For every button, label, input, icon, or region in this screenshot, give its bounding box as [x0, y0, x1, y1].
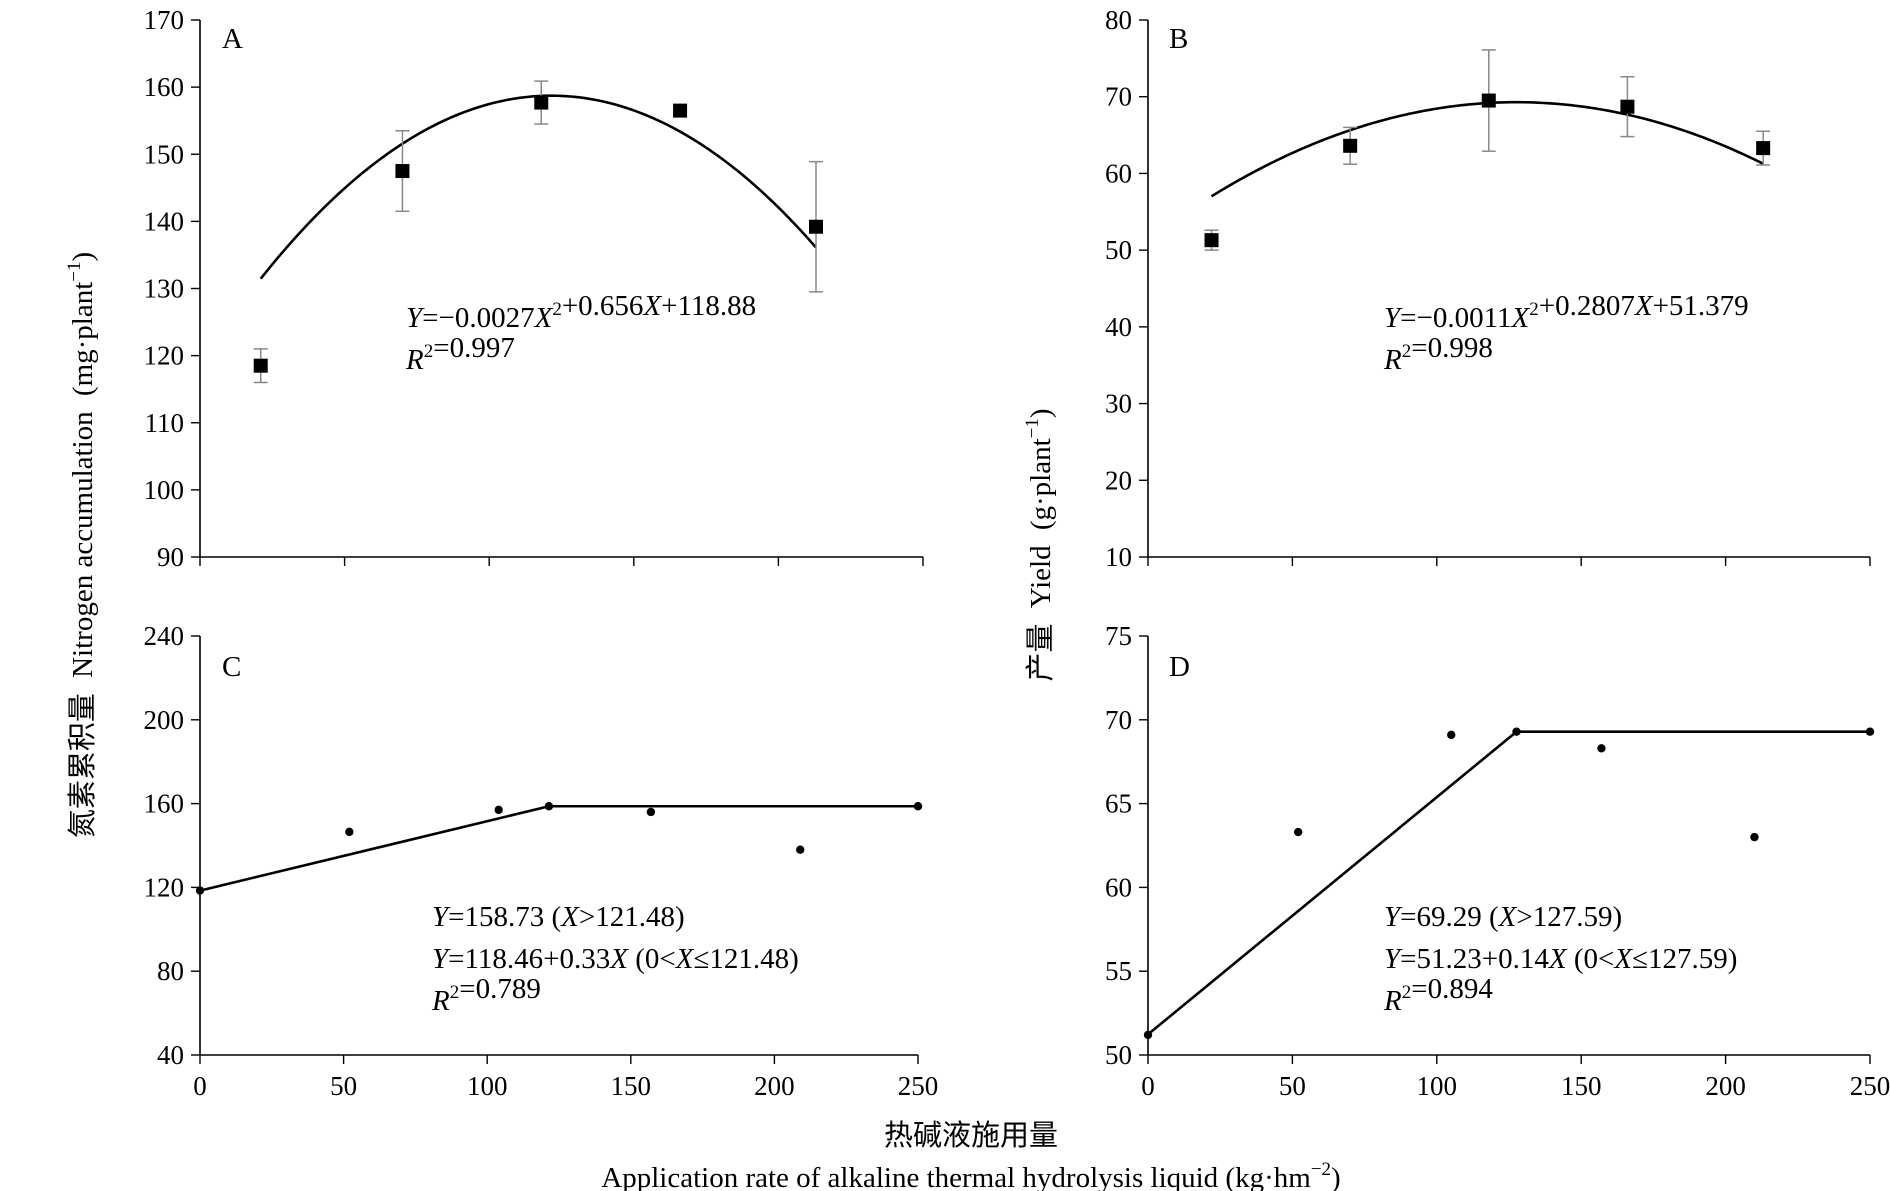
y-tick-label: 110: [145, 408, 185, 438]
panel-letter: D: [1169, 651, 1190, 683]
data-point: [796, 845, 805, 854]
y-tick-label: 120: [144, 341, 185, 371]
x-axis-label-cn: 热碱液施用量: [884, 1119, 1058, 1152]
x-tick-label: 50: [1279, 1071, 1306, 1101]
y-tick-label: 50: [1105, 235, 1132, 265]
fit-equation: Y=118.46+0.33X (0<X≤121.48): [432, 943, 799, 975]
panel-D: 50 55 60 65 70 75 0 50 100 150 200 250 D Y=69.29 (X>1…: [1105, 621, 1890, 1101]
y-tick-label: 100: [144, 475, 185, 505]
fit-equation: Y=158.73 (X>121.48): [432, 901, 685, 933]
data-point: [913, 802, 923, 811]
data-point: [1204, 233, 1219, 248]
data-point: [673, 103, 688, 118]
y-tick-label: 170: [144, 5, 185, 35]
x-tick-label: 150: [611, 1071, 652, 1101]
y-tick-label: 160: [144, 789, 185, 819]
data-point: [544, 802, 554, 811]
panel-B: 10 20 30 40 50 60 70 80 B Y=−0.0011X2+0.2807X+51.…: [1105, 5, 1871, 572]
x-tick-label: 50: [330, 1071, 357, 1101]
panel-letter: C: [222, 651, 241, 683]
fit-curve: [259, 94, 817, 280]
x-tick-label: 0: [1141, 1071, 1155, 1101]
y-tick-label: 120: [144, 872, 185, 902]
y-tick-label: 65: [1105, 789, 1132, 819]
fit-equation: Y=51.23+0.14X (0<X≤127.59): [1384, 943, 1737, 975]
y-tick-label: 60: [1105, 872, 1132, 902]
data-point: [1756, 141, 1771, 156]
data-point: [1620, 99, 1635, 114]
y-tick-label: 160: [144, 72, 185, 102]
y-tick-label: 70: [1105, 705, 1132, 735]
data-point: [1512, 727, 1521, 736]
data-point: [195, 886, 205, 895]
y-tick-label: 90: [157, 542, 184, 572]
y-tick-label: 140: [144, 206, 185, 236]
x-tick-label: 150: [1561, 1071, 1602, 1101]
fit-equation: Y=−0.0027X2+0.656X+118.88: [406, 290, 756, 334]
data-point: [646, 807, 656, 817]
data-point: [253, 358, 268, 373]
y-tick-label: 30: [1105, 389, 1132, 419]
y-tick-label: 40: [157, 1040, 184, 1070]
y-tick-label: 200: [144, 705, 185, 735]
y-tick-label: 150: [144, 139, 185, 169]
data-point: [1865, 727, 1875, 736]
fit-equation: Y=−0.0011X2+0.2807X+51.379: [1384, 290, 1749, 334]
panel-letter: A: [222, 23, 243, 55]
data-point: [1597, 744, 1606, 753]
fit-line: [1147, 730, 1870, 1036]
x-tick-label: 200: [754, 1071, 795, 1101]
x-axis-label-en: Application rate of alkaline thermal hyd…: [601, 1159, 1340, 1191]
y-tick-label: 130: [144, 274, 185, 304]
fit-equation: R2=0.789: [431, 973, 541, 1017]
y-tick-label: 40: [1105, 312, 1132, 342]
data-point: [345, 827, 354, 837]
y-tick-label: 80: [157, 956, 184, 986]
y-tick-label: 50: [1105, 1040, 1132, 1070]
data-point: [1343, 138, 1358, 153]
x-tick-label: 200: [1705, 1071, 1746, 1101]
r-squared: R2=0.998: [1383, 332, 1493, 376]
y-tick-label: 80: [1105, 5, 1132, 35]
x-tick-label: 250: [898, 1071, 939, 1101]
data-point: [1293, 827, 1303, 837]
fit-equation: Y=69.29 (X>127.59): [1384, 901, 1622, 933]
panel-letter: B: [1169, 23, 1188, 55]
fit-line: [199, 804, 918, 892]
data-point: [395, 164, 410, 179]
r-squared: R2=0.997: [405, 332, 515, 376]
y-tick-label: 75: [1105, 621, 1132, 651]
x-tick-label: 100: [467, 1071, 508, 1101]
y-tick-label: 70: [1105, 82, 1132, 112]
x-tick-label: 0: [193, 1071, 207, 1101]
y-axis-label-left: 氮素累积量 Nitrogen accumulation (mg·plant−1): [64, 252, 99, 838]
panel-C: 40 80 120 160 200 240 0 50 100 150 200 250 C Y=158.73…: [144, 621, 939, 1101]
data-point: [534, 95, 549, 110]
y-tick-label: 20: [1105, 465, 1132, 495]
y-axis-label-right: 产量 Yield (g·plant−1): [1022, 408, 1057, 681]
data-point: [494, 805, 503, 815]
data-point: [1750, 832, 1759, 842]
x-tick-label: 100: [1417, 1071, 1458, 1101]
y-tick-label: 60: [1105, 158, 1132, 188]
x-tick-label: 250: [1850, 1071, 1890, 1101]
fit-curve: [1210, 100, 1764, 198]
data-point: [808, 219, 823, 234]
data-point: [1481, 93, 1496, 108]
y-tick-label: 240: [144, 621, 185, 651]
data-point: [1447, 730, 1456, 740]
y-tick-label: 55: [1105, 956, 1132, 986]
y-tick-label: 10: [1105, 542, 1132, 572]
fit-equation: R2=0.894: [1383, 973, 1493, 1017]
panel-A: 90 100 110 120 130 140 150 160 170 A Y=−0.0027X2+0…: [144, 5, 924, 572]
data-point: [1143, 1030, 1153, 1040]
